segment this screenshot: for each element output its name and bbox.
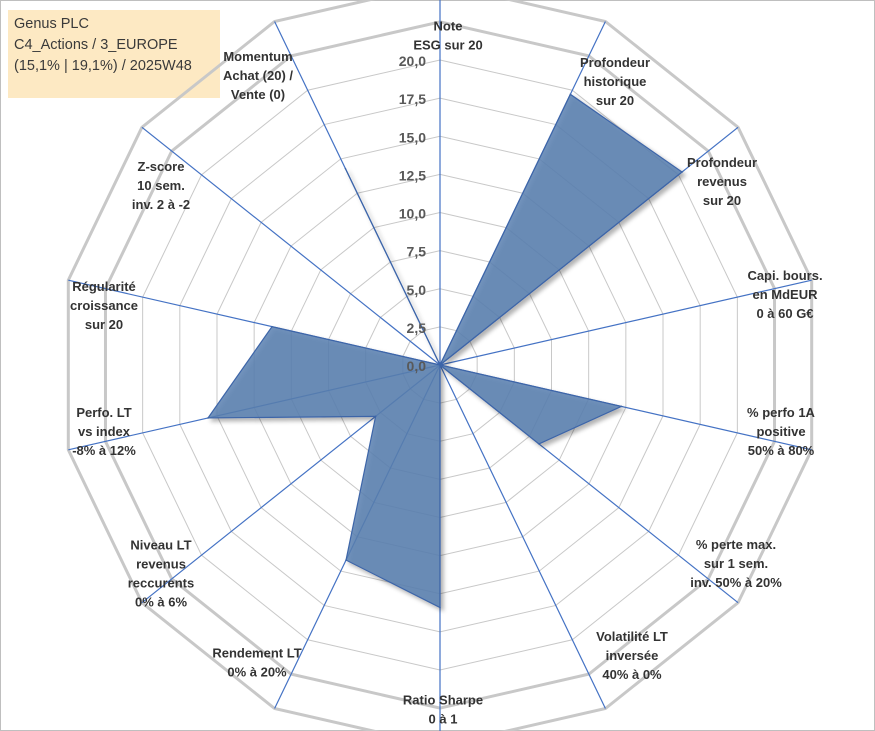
axis-label: 0% à 6% <box>135 595 187 610</box>
axis-label: vs index <box>78 424 131 439</box>
radar-spoke <box>439 364 606 709</box>
data-point <box>620 405 623 408</box>
axis-label: -8% à 12% <box>72 443 136 458</box>
data-point <box>569 93 572 96</box>
title-category: C4_Actions / 3_EUROPE <box>14 37 178 53</box>
axis-label: revenus <box>697 174 747 189</box>
axis-label: Ratio Sharpe <box>403 693 483 708</box>
axis-label: Momentum <box>223 49 292 64</box>
axis-label: Vente (0) <box>231 87 285 102</box>
data-point <box>439 364 441 366</box>
data-point <box>207 417 209 419</box>
axis-label: % perfo 1A <box>747 405 816 420</box>
axis-label: Volatilité LT <box>596 629 668 644</box>
tick-label: 5,0 <box>407 282 427 298</box>
chart-title-box: Genus PLC C4_Actions / 3_EUROPE (15,1% |… <box>8 10 220 98</box>
axis-label: reccurents <box>128 576 194 591</box>
axis-label: en MdEUR <box>753 287 819 302</box>
axis-label: Capi. bours. <box>747 268 822 283</box>
tick-label: 20,0 <box>399 53 426 69</box>
axis-label: Rendement LT <box>212 646 301 661</box>
axis-label: 0 à 60 G€ <box>756 306 813 321</box>
axis-label: Perfo. LT <box>76 405 131 420</box>
data-point <box>439 606 441 609</box>
data-point <box>681 171 683 173</box>
data-point <box>271 325 273 328</box>
axis-label: sur 20 <box>85 317 123 332</box>
radar-axis-labels: Note ESG sur 20 Profondeur historique sur 20… <box>70 19 823 727</box>
tick-label: 10,0 <box>399 206 426 222</box>
radar-tick-labels: 0,0 2,5 5,0 7,5 10,0 12,5 15,0 17,5 20,0 <box>399 53 426 374</box>
title-company: Genus PLC <box>14 16 89 32</box>
axis-label: croissance <box>70 298 138 313</box>
axis-label: positive <box>756 424 805 439</box>
data-point <box>345 559 347 561</box>
tick-label: 7,5 <box>407 244 427 260</box>
axis-label: % perte max. <box>696 537 776 552</box>
axis-label: historique <box>584 74 647 89</box>
radar-spoke <box>141 126 441 366</box>
axis-label: Niveau LT <box>130 538 191 553</box>
axis-label: Profondeur <box>687 155 757 170</box>
grid-ring <box>66 0 814 731</box>
axis-label: 10 sem. <box>137 178 185 193</box>
axis-label: inv. 2 à -2 <box>132 197 190 212</box>
axis-label: revenus <box>136 557 186 572</box>
axis-label: Profondeur <box>580 55 650 70</box>
axis-label: sur 1 sem. <box>704 556 768 571</box>
tick-label: 15,0 <box>399 129 426 145</box>
axis-label: ESG sur 20 <box>413 38 482 53</box>
radar-series <box>206 93 684 609</box>
series-area <box>206 93 684 609</box>
axis-label: inversée <box>606 648 659 663</box>
radar-spoke <box>439 279 812 366</box>
tick-label: 12,5 <box>399 167 426 183</box>
data-point <box>344 167 347 170</box>
data-point <box>374 415 377 418</box>
axis-label: 0 à 1 <box>429 712 458 727</box>
tick-label: 17,5 <box>399 91 426 107</box>
data-point <box>538 443 540 445</box>
axis-label: 40% à 0% <box>602 667 662 682</box>
axis-label: Note <box>434 19 463 34</box>
axis-label: Achat (20) / <box>223 68 293 83</box>
axis-label: Régularité <box>72 279 136 294</box>
tick-label: 2,5 <box>407 320 427 336</box>
axis-label: 50% à 80% <box>748 443 815 458</box>
axis-label: 0% à 20% <box>227 665 287 680</box>
axis-label: sur 20 <box>703 193 741 208</box>
axis-label: sur 20 <box>596 93 634 108</box>
axis-label: inv. 50% à 20% <box>690 575 782 590</box>
title-stats: (15,1% | 19,1%) / 2025W48 <box>14 58 192 74</box>
tick-label: 0,0 <box>407 358 427 374</box>
axis-label: Z-score <box>138 159 185 174</box>
